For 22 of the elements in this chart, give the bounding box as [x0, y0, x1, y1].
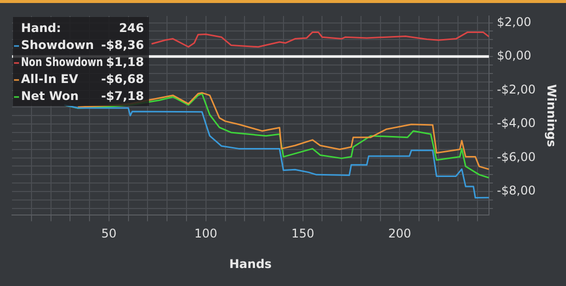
x-tick-label: 100 [194, 226, 218, 241]
y-tick-label: $2,00 [496, 14, 532, 29]
x-axis-title: Hands [229, 256, 272, 271]
y-tick-label: $0,00 [496, 48, 532, 63]
x-tick-label: 200 [388, 226, 412, 241]
annotation: -$6,68 [101, 72, 144, 86]
annotation: 246 [118, 21, 144, 36]
legend-label: Non Showdown [21, 55, 103, 70]
annotation: -$8,36 [101, 38, 144, 52]
legend-label: Showdown [21, 38, 94, 52]
y-tick-label: -$2,00 [496, 82, 536, 96]
x-tick-label: 50 [101, 226, 117, 241]
x-tick-label: 150 [291, 226, 314, 241]
annotation: Hand: [21, 21, 62, 36]
y-axis-title: Winnings [544, 84, 559, 148]
y-tick-label: -$8,00 [496, 184, 536, 198]
legend-label: All-In EV [21, 72, 79, 86]
annotation: $1,18 [106, 55, 144, 70]
legend-label: Net Won [21, 89, 79, 104]
y-tick-label: -$6,00 [496, 150, 536, 164]
y-tick-label: -$4,00 [496, 116, 536, 130]
annotation: -$7,18 [101, 89, 144, 104]
